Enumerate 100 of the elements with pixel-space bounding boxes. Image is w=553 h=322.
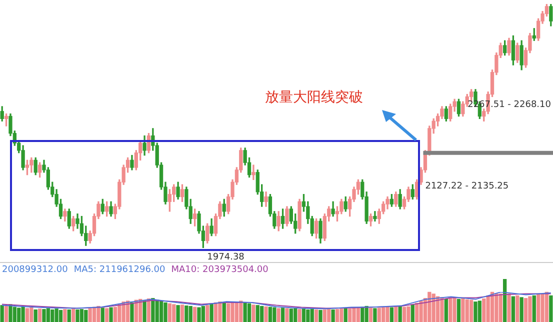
bar [310, 309, 314, 322]
bar [46, 308, 50, 322]
bar [524, 298, 528, 322]
bar [368, 308, 373, 322]
bar [38, 308, 42, 322]
bar [419, 300, 423, 322]
bar [184, 306, 188, 322]
bar [331, 309, 335, 322]
bar [448, 298, 452, 322]
bar [469, 300, 474, 322]
text: MA5: 211961296.00 [74, 265, 166, 275]
bar [12, 306, 16, 322]
bar [377, 308, 381, 322]
bar [306, 309, 310, 322]
bar [188, 306, 192, 322]
bar [528, 296, 532, 322]
bar [540, 294, 544, 322]
bar [276, 308, 280, 322]
bar [17, 308, 21, 322]
annotation: 2127.22 - 2135.25 [425, 182, 509, 192]
bar [50, 309, 54, 322]
bar [42, 309, 46, 322]
bar [218, 302, 222, 322]
annotation: 放量大阳线突破 [265, 90, 363, 106]
bar [201, 306, 206, 322]
bar [482, 298, 486, 322]
bar [465, 299, 469, 322]
bar [272, 307, 276, 322]
bar [252, 304, 256, 322]
bar [536, 294, 540, 322]
bar [322, 309, 327, 322]
bar [256, 305, 260, 322]
bar [318, 310, 322, 322]
bar [222, 302, 226, 322]
bar [71, 308, 76, 322]
bar [247, 303, 252, 322]
bar [210, 303, 214, 322]
bar [398, 306, 402, 322]
bar [100, 308, 104, 322]
bar [335, 309, 340, 322]
bar [30, 307, 34, 322]
bar [80, 309, 84, 322]
bar [511, 296, 516, 322]
bar [226, 303, 230, 322]
bar [34, 309, 38, 322]
bar [25, 308, 30, 322]
bar [54, 308, 58, 322]
bar [76, 309, 80, 322]
bar [478, 300, 482, 322]
bar [289, 308, 293, 322]
bar [234, 302, 239, 322]
bar [390, 307, 394, 322]
text: MA10: 203973504.00 [171, 265, 268, 275]
bar [113, 306, 118, 322]
bar [386, 306, 390, 322]
bar [356, 307, 360, 322]
text: 1974.38 [207, 252, 245, 262]
bar [243, 302, 247, 322]
bar [214, 302, 218, 322]
bar [172, 304, 176, 322]
bar [21, 306, 25, 322]
bar [344, 308, 348, 322]
bar [58, 310, 63, 322]
bar [180, 304, 184, 322]
bar [516, 295, 520, 322]
bar [130, 302, 134, 322]
bar [159, 300, 164, 322]
bar [294, 308, 298, 322]
bar [373, 308, 377, 322]
bar [67, 309, 71, 322]
bar [520, 297, 524, 322]
bar [415, 302, 419, 322]
bar [402, 306, 406, 322]
bar [105, 308, 109, 322]
bar [142, 300, 146, 322]
bar [155, 300, 159, 322]
bar [268, 306, 272, 322]
bar [348, 308, 352, 322]
bar [364, 306, 368, 322]
bar [452, 298, 456, 322]
text: 200899312.00 [2, 265, 68, 275]
bar [109, 307, 113, 322]
bar [298, 309, 302, 322]
bar [507, 294, 511, 322]
bar [410, 304, 414, 322]
bar [461, 298, 465, 322]
bar [456, 298, 461, 322]
bar [444, 298, 448, 322]
bar [230, 302, 234, 322]
bar [406, 306, 410, 322]
bar [327, 309, 331, 322]
bar [176, 305, 180, 322]
bar [264, 306, 268, 322]
bar [88, 308, 92, 322]
bar [440, 297, 444, 322]
bar [494, 294, 498, 322]
bar [382, 307, 386, 322]
bar [63, 309, 67, 322]
bar [498, 294, 502, 322]
bar [197, 307, 201, 322]
